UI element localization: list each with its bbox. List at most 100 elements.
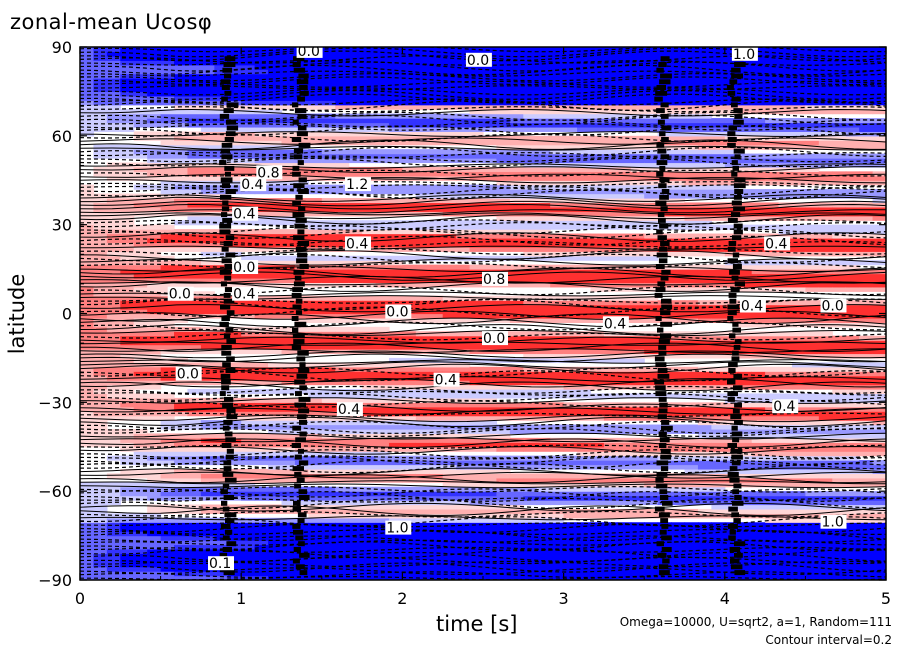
contour-fill-cell [402, 273, 417, 279]
contour-fill-cell [106, 82, 121, 88]
contour-fill-cell [630, 309, 645, 315]
contour-fill-cell [496, 309, 511, 315]
contour-fill-cell [644, 482, 659, 488]
contour-fill-cell [442, 47, 457, 53]
contour-fill-cell [348, 371, 363, 377]
contour-fill-cell [147, 553, 162, 559]
contour-fill-cell [254, 433, 269, 439]
contour-fill-cell [469, 264, 484, 270]
contour-fill-cell [200, 508, 215, 514]
contour-fill-cell [147, 455, 162, 461]
contour-fill-cell [671, 131, 686, 137]
contour-fill-cell [388, 460, 403, 466]
contour-fill-cell [496, 344, 511, 350]
contour-fill-cell [550, 540, 565, 546]
contour-fill-cell [415, 393, 430, 399]
contour-fill-cell [536, 113, 551, 119]
contour-fill-cell [550, 166, 565, 172]
contour-fill-cell [147, 55, 162, 61]
contour-fill-cell [147, 95, 162, 101]
contour-fill-cell [469, 482, 484, 488]
contour-fill-cell [644, 100, 659, 106]
contour-fill-cell [321, 171, 336, 177]
contour-fill-cell [509, 513, 524, 519]
contour-fill-cell [644, 295, 659, 301]
contour-fill-cell [160, 415, 175, 421]
contour-fill-cell [496, 446, 511, 452]
contour-fill-cell [160, 171, 175, 177]
contour-fill-cell [523, 544, 538, 550]
contour-fill-cell [133, 206, 148, 212]
contour-fill-cell [200, 73, 215, 79]
contour-fill-cell [133, 486, 148, 492]
contour-fill-cell [308, 326, 323, 332]
contour-fill-cell [227, 220, 242, 226]
contour-fill-cell [469, 406, 484, 412]
contour-fill-cell [509, 415, 524, 421]
contour-fill-cell [456, 482, 471, 488]
contour-fill-cell [603, 122, 618, 128]
contour-fill-cell [563, 220, 578, 226]
contour-fill-cell [120, 557, 135, 563]
contour-fill-cell [536, 64, 551, 70]
contour-fill-cell [133, 331, 148, 337]
contour-fill-cell [550, 122, 565, 128]
contour-fill-cell [630, 171, 645, 177]
contour-fill-cell [308, 82, 323, 88]
contour-fill-cell [509, 140, 524, 146]
contour-fill-cell [442, 242, 457, 248]
contour-fill-cell [80, 548, 95, 554]
contour-fill-cell [93, 433, 108, 439]
contour-fill-cell [617, 78, 632, 84]
contour-fill-cell [429, 535, 444, 541]
contour-fill-cell [147, 513, 162, 519]
contour-fill-cell [93, 264, 108, 270]
contour-fill-cell [603, 500, 618, 506]
contour-fill-cell [120, 69, 135, 75]
contour-fill-cell [590, 211, 605, 217]
contour-fill-cell [120, 562, 135, 568]
contour-fill-cell [402, 384, 417, 390]
contour-fill-cell [268, 531, 283, 537]
contour-fill-cell [550, 491, 565, 497]
contour-fill-cell [523, 237, 538, 244]
contour-fill-cell [523, 335, 538, 341]
contour-fill-cell [281, 544, 296, 550]
contour-fill-cell [268, 562, 283, 568]
contour-fill-cell [254, 548, 269, 554]
contour-fill-cell [684, 349, 699, 355]
contour-fill-cell [442, 295, 457, 301]
contour-fill-cell [335, 397, 350, 403]
contour-fill-cell [603, 224, 618, 230]
contour-fill-cell [429, 224, 444, 230]
contour-fill-cell [254, 397, 269, 403]
contour-fill-cell [160, 211, 175, 217]
contour-fill-cell [335, 531, 350, 537]
contour-fill-cell [456, 229, 471, 235]
contour-fill-cell [496, 140, 511, 146]
contour-fill-cell [200, 282, 215, 288]
contour-fill-cell [550, 317, 565, 323]
contour-fill-cell [590, 500, 605, 506]
contour-fill-cell [590, 508, 605, 514]
contour-fill-cell [388, 371, 403, 377]
contour-fill-cell [523, 331, 538, 337]
contour-fill-cell [563, 380, 578, 386]
contour-fill-cell [308, 380, 323, 386]
contour-fill-cell [133, 371, 148, 377]
contour-fill-cell [550, 140, 565, 146]
contour-fill-cell [711, 437, 726, 443]
contour-fill-cell [80, 331, 95, 337]
contour-fill-cell [644, 95, 659, 101]
contour-fill-cell [281, 237, 296, 244]
contour-fill-cell [80, 64, 95, 70]
contour-fill-cell [630, 553, 645, 559]
contour-fill-cell [630, 340, 645, 346]
contour-fill-cell [308, 113, 323, 119]
contour-fill-cell [442, 473, 457, 479]
contour-fill-cell [644, 255, 659, 261]
contour-fill-cell [294, 389, 309, 395]
contour-fill-cell [697, 286, 712, 292]
contour-fill-cell [308, 486, 323, 492]
contour-fill-cell [469, 175, 484, 181]
